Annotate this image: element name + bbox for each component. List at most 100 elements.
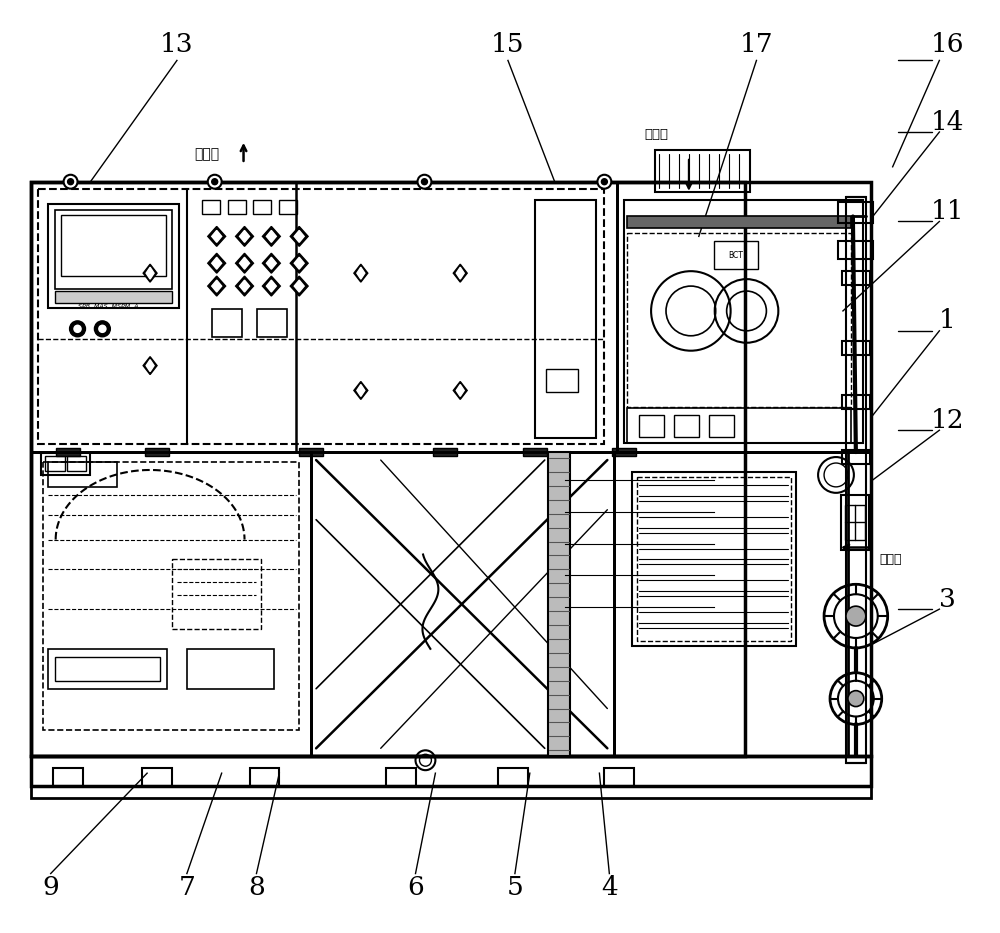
Text: 5: 5 bbox=[507, 875, 523, 900]
Polygon shape bbox=[208, 276, 226, 296]
Text: 7: 7 bbox=[178, 875, 195, 900]
Bar bbox=[639, 415, 664, 438]
Bar bbox=[842, 272, 870, 285]
Text: 12: 12 bbox=[931, 408, 964, 433]
Bar bbox=[257, 309, 287, 337]
Bar bbox=[31, 453, 311, 757]
Polygon shape bbox=[146, 267, 154, 279]
Circle shape bbox=[417, 174, 431, 188]
Circle shape bbox=[601, 179, 607, 185]
Polygon shape bbox=[266, 230, 276, 243]
Polygon shape bbox=[290, 227, 308, 246]
Bar bbox=[53, 768, 83, 787]
Polygon shape bbox=[236, 227, 253, 246]
Bar bbox=[41, 453, 90, 475]
Bar bbox=[279, 200, 297, 214]
Polygon shape bbox=[262, 227, 280, 246]
Bar bbox=[386, 768, 416, 787]
Bar bbox=[632, 472, 796, 646]
Bar bbox=[172, 560, 261, 629]
Circle shape bbox=[97, 324, 107, 334]
Bar bbox=[202, 200, 220, 214]
Polygon shape bbox=[294, 258, 304, 270]
Bar bbox=[48, 462, 117, 487]
Bar bbox=[842, 396, 870, 410]
Polygon shape bbox=[290, 253, 308, 273]
Bar bbox=[145, 448, 169, 456]
Bar bbox=[142, 768, 172, 787]
Circle shape bbox=[597, 174, 611, 188]
Text: 新风口: 新风口 bbox=[644, 129, 668, 142]
Polygon shape bbox=[453, 382, 467, 399]
Text: 13: 13 bbox=[160, 32, 194, 57]
Polygon shape bbox=[212, 258, 222, 270]
Bar bbox=[838, 202, 873, 224]
Polygon shape bbox=[262, 253, 280, 273]
Bar bbox=[31, 182, 745, 757]
Bar bbox=[299, 448, 323, 456]
Text: SPB  MAS  MSPM  A: SPB MAS MSPM A bbox=[78, 304, 138, 309]
Text: 8: 8 bbox=[248, 875, 265, 900]
Text: 4: 4 bbox=[601, 875, 618, 900]
Bar bbox=[627, 216, 851, 229]
Polygon shape bbox=[456, 384, 464, 397]
Bar bbox=[548, 453, 570, 757]
Polygon shape bbox=[290, 276, 308, 296]
Text: 回风口: 回风口 bbox=[880, 553, 902, 566]
Bar bbox=[31, 182, 871, 757]
Polygon shape bbox=[354, 382, 368, 399]
Bar bbox=[31, 757, 871, 787]
Bar bbox=[55, 657, 160, 681]
Polygon shape bbox=[240, 230, 250, 243]
Bar bbox=[61, 215, 166, 276]
Polygon shape bbox=[208, 253, 226, 273]
Text: 16: 16 bbox=[931, 32, 964, 57]
Polygon shape bbox=[212, 230, 222, 243]
Bar bbox=[187, 649, 274, 689]
Polygon shape bbox=[146, 359, 154, 371]
Circle shape bbox=[208, 174, 222, 188]
Bar bbox=[535, 200, 596, 439]
Polygon shape bbox=[212, 280, 222, 292]
Text: 1: 1 bbox=[939, 309, 956, 333]
Bar bbox=[55, 291, 172, 303]
Polygon shape bbox=[262, 276, 280, 296]
Polygon shape bbox=[143, 264, 157, 282]
Bar bbox=[48, 203, 179, 308]
Bar bbox=[838, 242, 873, 259]
Bar bbox=[674, 415, 699, 438]
Bar bbox=[637, 477, 791, 641]
Bar bbox=[250, 768, 279, 787]
Bar bbox=[841, 494, 869, 550]
Bar bbox=[311, 453, 614, 757]
Bar bbox=[67, 456, 86, 471]
Text: 9: 9 bbox=[42, 875, 59, 900]
Circle shape bbox=[848, 690, 864, 706]
Bar bbox=[433, 448, 457, 456]
Circle shape bbox=[846, 606, 866, 626]
Circle shape bbox=[212, 179, 218, 185]
Polygon shape bbox=[236, 253, 253, 273]
Circle shape bbox=[68, 179, 74, 185]
Text: 出风口: 出风口 bbox=[194, 146, 219, 160]
Bar bbox=[212, 309, 242, 337]
Bar bbox=[38, 188, 604, 444]
Bar bbox=[546, 369, 578, 393]
Bar bbox=[612, 448, 636, 456]
Text: 11: 11 bbox=[931, 199, 964, 224]
Bar bbox=[845, 505, 865, 539]
Bar bbox=[228, 200, 246, 214]
Bar bbox=[655, 150, 750, 191]
Text: 6: 6 bbox=[407, 875, 424, 900]
Bar bbox=[714, 242, 758, 270]
Polygon shape bbox=[294, 230, 304, 243]
Text: 17: 17 bbox=[740, 32, 773, 57]
Bar bbox=[624, 200, 863, 443]
Polygon shape bbox=[453, 264, 467, 282]
Bar bbox=[709, 415, 734, 438]
Bar bbox=[31, 787, 871, 798]
Polygon shape bbox=[266, 258, 276, 270]
Circle shape bbox=[94, 321, 110, 337]
Text: 15: 15 bbox=[491, 32, 525, 57]
Text: BCT: BCT bbox=[728, 251, 743, 259]
